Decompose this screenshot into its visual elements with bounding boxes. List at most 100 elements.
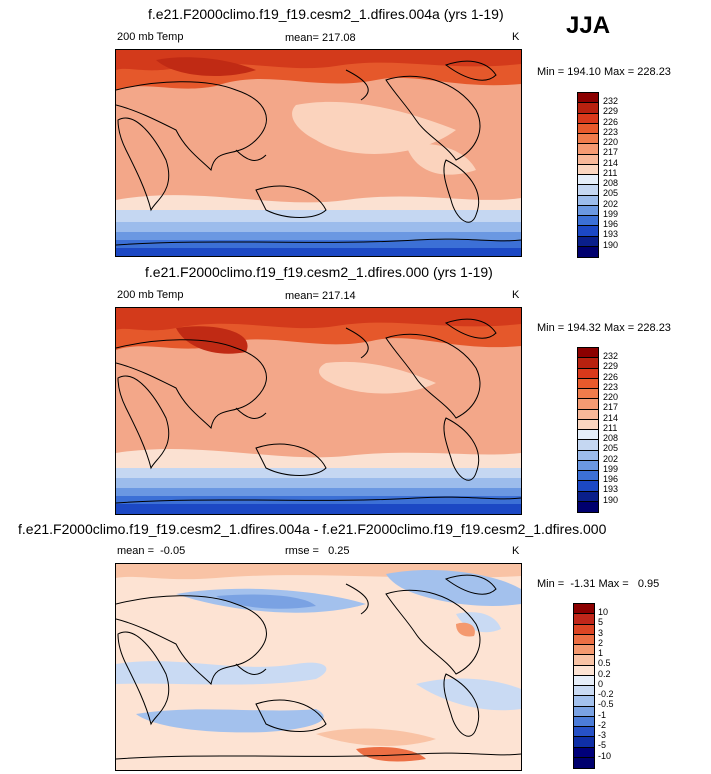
colorbar-segment bbox=[574, 706, 594, 717]
panel-2-title: f.e21.F2000climo.f19_f19.cesm2_1.dfires.… bbox=[145, 264, 493, 280]
colorbar-segment bbox=[578, 368, 598, 379]
colorbar-segment bbox=[578, 460, 598, 471]
colorbar-segment bbox=[578, 205, 598, 216]
colorbar-segment bbox=[578, 113, 598, 124]
colorbar-tick: -3 bbox=[598, 730, 607, 740]
colorbar-segment bbox=[578, 164, 598, 175]
colorbar-tick: 208 bbox=[603, 178, 619, 188]
colorbar-segment bbox=[578, 195, 598, 206]
colorbar-tick: -1 bbox=[598, 710, 607, 720]
colorbar-tick: 196 bbox=[603, 219, 619, 229]
colorbar-segment bbox=[574, 645, 594, 656]
colorbar-segment bbox=[578, 154, 598, 165]
colorbar-segment bbox=[578, 123, 598, 134]
colorbar-tick: -10 bbox=[598, 751, 612, 761]
colorbar-tick: 223 bbox=[603, 127, 619, 137]
colorbar-tick: 2 bbox=[598, 638, 604, 648]
colorbar-segment bbox=[578, 471, 598, 482]
colorbar-segment bbox=[578, 440, 598, 451]
colorbar-segment bbox=[578, 389, 598, 400]
panel-3-rmse: rmse = 0.25 bbox=[285, 545, 350, 557]
colorbar-segment bbox=[578, 450, 598, 461]
colorbar-tick: -2 bbox=[598, 720, 607, 730]
panel-2-mean: mean= 217.14 bbox=[285, 290, 356, 302]
colorbar-segment bbox=[578, 226, 598, 237]
colorbar-tick: 196 bbox=[603, 474, 619, 484]
colorbar-tick: 205 bbox=[603, 188, 619, 198]
panel-3-map bbox=[115, 563, 522, 771]
colorbar-tick: 1 bbox=[598, 648, 604, 658]
colorbar-tick: 211 bbox=[603, 423, 618, 433]
colorbar-segment bbox=[574, 614, 594, 625]
colorbar-segment bbox=[578, 491, 598, 502]
colorbar-tick: 229 bbox=[603, 361, 619, 371]
colorbar-segment bbox=[578, 236, 598, 247]
panel-1-colorbar bbox=[577, 92, 599, 258]
panel-3-mean: mean = -0.05 bbox=[117, 545, 186, 557]
colorbar-segment bbox=[578, 430, 598, 441]
panel-1-title: f.e21.F2000climo.f19_f19.cesm2_1.dfires.… bbox=[148, 6, 504, 22]
colorbar-tick: 199 bbox=[603, 209, 619, 219]
colorbar-tick: -0.2 bbox=[598, 689, 614, 699]
colorbar-segment bbox=[578, 103, 598, 114]
colorbar-segment bbox=[574, 686, 594, 697]
panel-3-title: f.e21.F2000climo.f19_f19.cesm2_1.dfires.… bbox=[18, 521, 607, 537]
panel-2-units: K bbox=[512, 289, 520, 301]
colorbar-tick: 193 bbox=[603, 229, 619, 239]
colorbar-tick: 190 bbox=[603, 495, 619, 505]
colorbar-segment bbox=[574, 696, 594, 707]
colorbar-tick: 217 bbox=[603, 147, 619, 157]
colorbar-tick: 211 bbox=[603, 168, 618, 178]
colorbar-segment bbox=[578, 175, 598, 186]
colorbar-segment bbox=[574, 604, 594, 615]
colorbar-tick: 0 bbox=[598, 679, 604, 689]
colorbar-segment bbox=[578, 399, 598, 410]
colorbar-tick: 232 bbox=[603, 351, 619, 361]
colorbar-tick: 202 bbox=[603, 199, 619, 209]
colorbar-tick: 0.2 bbox=[598, 669, 611, 679]
panel-1-map bbox=[115, 49, 522, 257]
colorbar-segment bbox=[578, 185, 598, 196]
colorbar-tick: -5 bbox=[598, 740, 607, 750]
colorbar-tick: 226 bbox=[603, 372, 619, 382]
colorbar-segment bbox=[578, 481, 598, 492]
colorbar-tick: 220 bbox=[603, 392, 619, 402]
colorbar-tick: 208 bbox=[603, 433, 619, 443]
panel-1-variable: 200 mb Temp bbox=[117, 31, 184, 43]
colorbar-tick: 214 bbox=[603, 158, 619, 168]
colorbar-tick: 217 bbox=[603, 402, 619, 412]
colorbar-segment bbox=[574, 716, 594, 727]
colorbar-segment bbox=[574, 737, 594, 748]
colorbar-tick: 205 bbox=[603, 443, 619, 453]
panel-1-minmax: Min = 194.10 Max = 228.23 bbox=[537, 66, 671, 78]
colorbar-segment bbox=[578, 134, 598, 145]
colorbar-segment bbox=[578, 358, 598, 369]
colorbar-segment bbox=[574, 727, 594, 738]
colorbar-tick: 190 bbox=[603, 240, 619, 250]
colorbar-tick: 3 bbox=[598, 628, 604, 638]
colorbar-tick: 214 bbox=[603, 413, 619, 423]
colorbar-tick: -0.5 bbox=[598, 699, 614, 709]
colorbar-tick: 5 bbox=[598, 617, 604, 627]
colorbar-segment bbox=[578, 409, 598, 420]
panel-1-mean: mean= 217.08 bbox=[285, 32, 356, 44]
colorbar-segment bbox=[578, 501, 598, 512]
colorbar-tick: 199 bbox=[603, 464, 619, 474]
colorbar-tick: 223 bbox=[603, 382, 619, 392]
colorbar-segment bbox=[574, 747, 594, 758]
colorbar-segment bbox=[578, 378, 598, 389]
colorbar-segment bbox=[578, 216, 598, 227]
season-label: JJA bbox=[566, 12, 611, 39]
panel-2-map bbox=[115, 307, 522, 515]
panel-2-variable: 200 mb Temp bbox=[117, 289, 184, 301]
panel-3-units: K bbox=[512, 545, 520, 557]
colorbar-segment bbox=[578, 144, 598, 155]
panel-1-units: K bbox=[512, 31, 520, 43]
colorbar-tick: 202 bbox=[603, 454, 619, 464]
colorbar-segment bbox=[578, 246, 598, 257]
panel-3-colorbar bbox=[573, 603, 595, 769]
colorbar-tick: 226 bbox=[603, 117, 619, 127]
colorbar-segment bbox=[578, 93, 598, 104]
colorbar-segment bbox=[574, 675, 594, 686]
panel-3-minmax: Min = -1.31 Max = 0.95 bbox=[537, 578, 660, 590]
